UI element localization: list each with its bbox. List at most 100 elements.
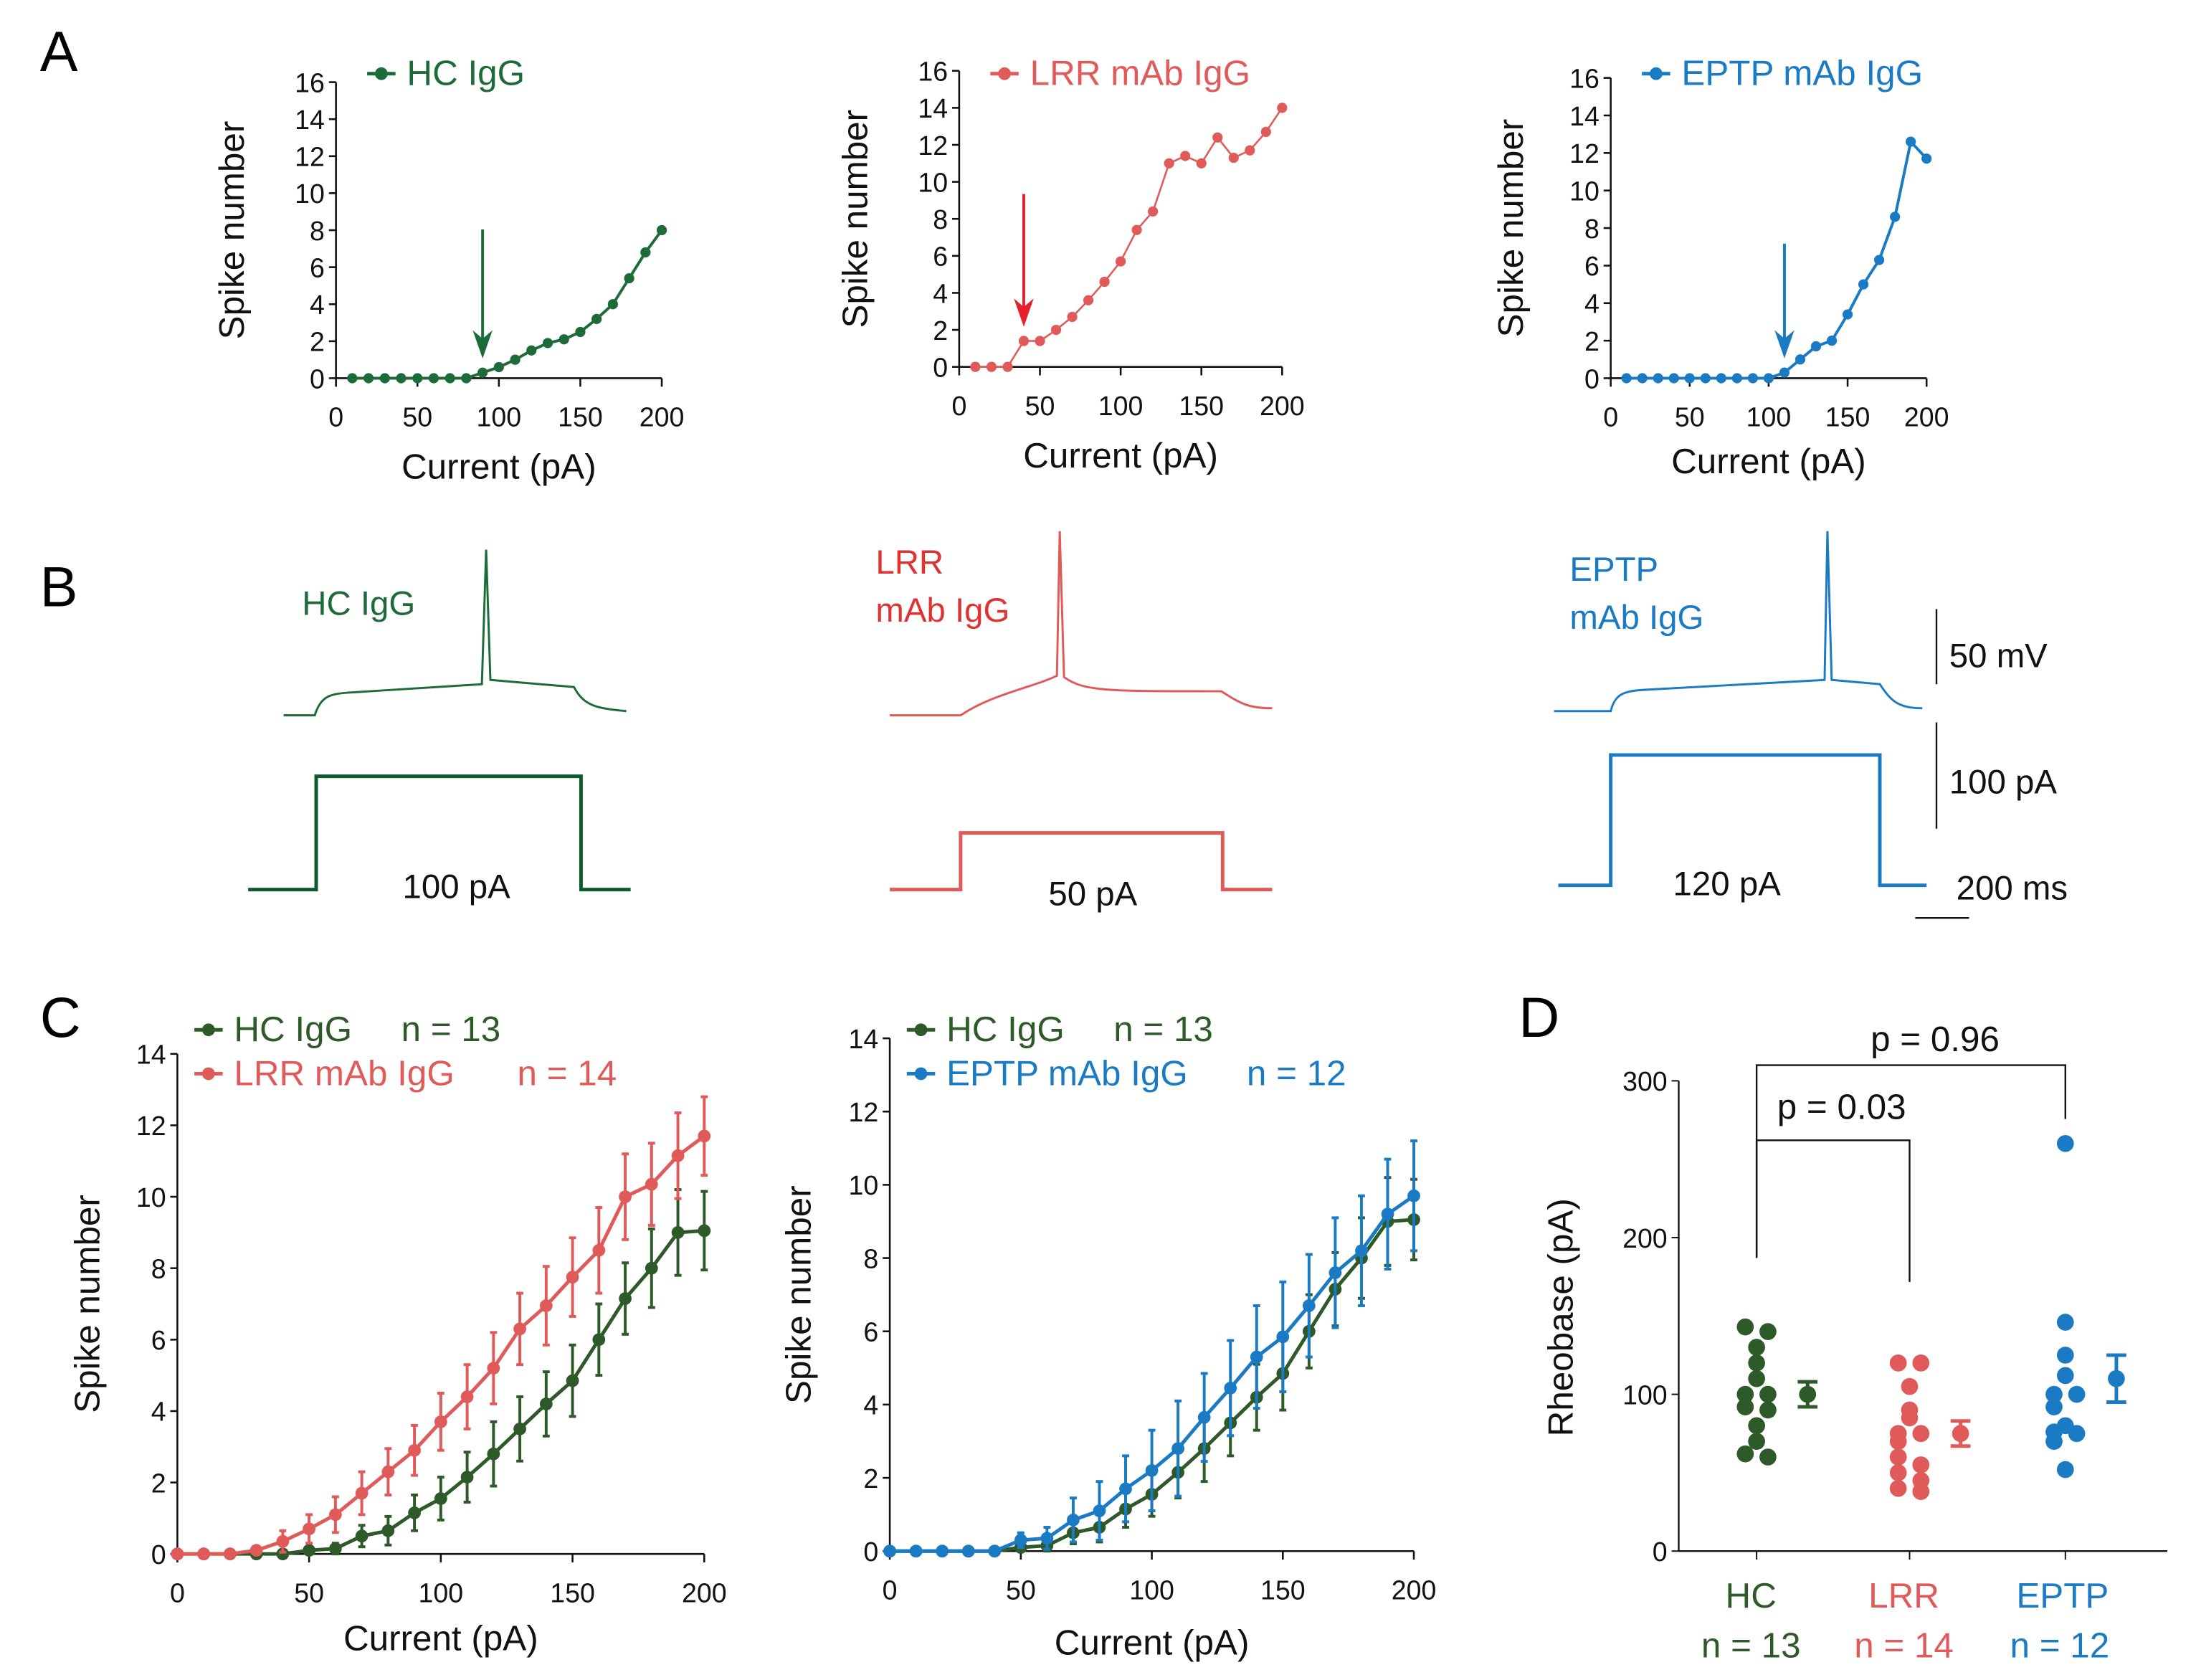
data-point xyxy=(1355,1244,1368,1258)
legend-label: HC IgG xyxy=(234,1010,352,1049)
x-tick-label: 150 xyxy=(1260,1575,1306,1605)
series-line xyxy=(975,107,1283,368)
data-point xyxy=(1302,1299,1316,1312)
data-point xyxy=(1018,336,1030,346)
x-tick-label: 200 xyxy=(1260,391,1305,421)
data-point xyxy=(592,1333,606,1347)
data-point xyxy=(412,373,423,384)
eptp-voltage-trace xyxy=(1554,531,1923,713)
data-point xyxy=(2056,1314,2074,1331)
data-point xyxy=(1810,341,1822,352)
x-tick-label: 200 xyxy=(640,402,685,432)
y-tick-label: 0 xyxy=(151,1539,166,1570)
y-tick-label: 6 xyxy=(933,242,948,272)
panel-b: HC IgG 100 pA LRR mAb IgG 50 pA EPTP mAb… xyxy=(248,531,2068,919)
mean-marker xyxy=(1799,1385,1817,1403)
data-point xyxy=(1901,1409,1919,1427)
x-tick-label: 0 xyxy=(883,1575,898,1605)
legend-marker xyxy=(201,1067,215,1081)
y-tick-label: 8 xyxy=(310,216,325,246)
data-point xyxy=(460,1471,474,1484)
x-tick-label: 50 xyxy=(1025,391,1055,421)
data-point xyxy=(171,1547,184,1561)
data-point xyxy=(1407,1189,1420,1202)
data-point xyxy=(640,247,651,258)
data-point xyxy=(408,1506,421,1519)
x-tick-label: 0 xyxy=(951,391,966,421)
data-point xyxy=(381,1524,395,1537)
data-point xyxy=(698,1129,711,1143)
y-tick-label: 4 xyxy=(1584,289,1600,319)
legend-marker xyxy=(1649,67,1663,80)
y-axis-label: Spike number xyxy=(212,121,252,340)
data-point xyxy=(1684,373,1695,384)
data-point xyxy=(1889,1464,1907,1481)
y-tick-label: 12 xyxy=(849,1097,879,1127)
data-point xyxy=(575,326,586,338)
scale-label-current: 100 pA xyxy=(1949,763,2058,801)
y-tick-label: 2 xyxy=(151,1468,166,1498)
data-point xyxy=(1921,153,1932,164)
y-tick-label: 10 xyxy=(295,179,325,209)
data-point xyxy=(1748,1339,1765,1356)
y-tick-label: 16 xyxy=(918,57,948,87)
y-tick-label: 10 xyxy=(849,1170,879,1200)
data-point xyxy=(1148,206,1159,217)
legend-label: HC IgG xyxy=(946,1010,1065,1049)
y-axis-label: Rheobase (pA) xyxy=(1541,1198,1580,1436)
data-point xyxy=(986,361,997,372)
data-point xyxy=(1002,361,1013,372)
y-tick-label: 8 xyxy=(863,1243,878,1273)
data-point xyxy=(434,1492,447,1505)
data-point xyxy=(1901,1377,1919,1395)
data-point xyxy=(249,1544,263,1557)
x-tick-label: 50 xyxy=(1006,1575,1036,1605)
data-point xyxy=(1637,373,1648,384)
y-tick-label: 8 xyxy=(151,1254,166,1284)
group-n: n = 13 xyxy=(1701,1626,1801,1665)
data-point xyxy=(566,1374,579,1387)
data-point xyxy=(1621,373,1632,384)
lrr-trace-label-1: LRR xyxy=(875,544,943,582)
data-point xyxy=(1040,1532,1054,1545)
data-point xyxy=(1906,136,1916,147)
data-point xyxy=(2045,1398,2063,1415)
data-point xyxy=(1759,1385,1777,1403)
data-point xyxy=(1196,158,1207,169)
data-point xyxy=(1212,132,1223,143)
data-point xyxy=(408,1443,421,1457)
eptp-trace-label-2: mAb IgG xyxy=(1569,599,1703,637)
data-point xyxy=(2056,1461,2074,1479)
lrr-current-label: 50 pA xyxy=(1048,875,1137,913)
data-point xyxy=(347,373,358,384)
data-point xyxy=(607,299,618,310)
eptp-current-label: 120 pA xyxy=(1673,865,1782,903)
group-label: HC xyxy=(1726,1576,1777,1615)
y-tick-label: 6 xyxy=(151,1325,166,1355)
y-tick-label: 4 xyxy=(863,1390,878,1420)
x-tick-label: 0 xyxy=(170,1577,185,1608)
group-n: n = 12 xyxy=(2010,1626,2110,1665)
chart-d: 0 100 200 300 Rheobase (pA) HC n = 13 LRR n = 14… xyxy=(1541,1020,2168,1665)
x-tick-label: 0 xyxy=(328,402,343,432)
data-point xyxy=(2045,1433,2063,1451)
data-point xyxy=(223,1547,237,1561)
data-point xyxy=(510,354,521,365)
group-lrr: LRR n = 14 xyxy=(1854,1354,1971,1665)
data-point xyxy=(1145,1463,1159,1477)
x-tick-label: 200 xyxy=(1904,402,1949,432)
data-point xyxy=(1889,1448,1907,1466)
data-point xyxy=(1889,1479,1907,1497)
y-tick-label: 10 xyxy=(136,1182,166,1212)
x-axis-label: Current (pA) xyxy=(1023,436,1218,475)
data-point xyxy=(1700,373,1711,384)
data-point xyxy=(1747,373,1759,384)
legend-label: EPTP mAb IgG xyxy=(946,1053,1188,1093)
threshold-arrowhead xyxy=(472,330,493,359)
y-tick-label: 4 xyxy=(933,278,948,308)
x-tick-label: 50 xyxy=(402,402,432,432)
data-point xyxy=(1328,1266,1342,1279)
data-point xyxy=(1093,1504,1106,1517)
data-point xyxy=(645,1261,658,1275)
data-point xyxy=(1748,1354,1765,1372)
